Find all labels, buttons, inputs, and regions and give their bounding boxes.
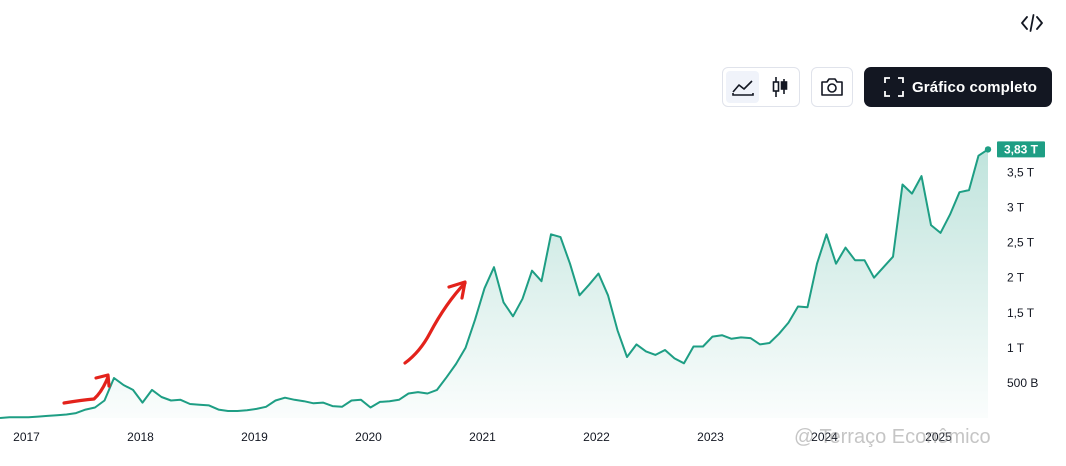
last-value-label: 3,83 T — [1004, 142, 1039, 156]
series-line — [0, 148, 989, 419]
x-tick-label: 2021 — [469, 430, 496, 444]
area-chart-icon — [731, 80, 754, 96]
x-tick-label: 2023 — [697, 430, 724, 444]
x-tick-label: 2025 — [925, 430, 952, 444]
candlestick-chart-button[interactable] — [763, 71, 796, 103]
y-tick-label: 2 T — [1007, 271, 1025, 285]
expand-icon — [884, 77, 904, 97]
annotation-arrowhead-2017 — [94, 373, 111, 388]
snapshot-button[interactable] — [811, 67, 853, 107]
y-tick-label: 1,5 T — [1007, 306, 1035, 320]
last-value-badge — [997, 141, 1045, 158]
y-tick-label: 3 T — [1007, 201, 1025, 215]
x-tick-label: 2018 — [127, 430, 154, 444]
full-chart-button[interactable]: Gráfico completo — [864, 67, 1052, 107]
annotation-arrow-2020 — [403, 281, 467, 365]
annotation-arrowhead-2020 — [447, 280, 467, 300]
x-tick-label: 2022 — [583, 430, 610, 444]
last-point-marker — [984, 146, 992, 153]
series-area — [0, 149, 988, 418]
watermark: @ Terraço Econômico — [794, 426, 991, 448]
x-tick-label: 2024 — [811, 430, 838, 444]
candlestick-icon — [772, 77, 787, 97]
x-tick-label: 2017 — [13, 430, 40, 444]
y-tick-label: 1 T — [1007, 341, 1025, 355]
x-tick-label: 2019 — [241, 430, 268, 444]
code-icon — [1021, 14, 1043, 32]
full-chart-label: Gráfico completo — [912, 78, 1037, 96]
y-tick-label: 2,5 T — [1007, 236, 1035, 250]
area-chart-button[interactable] — [726, 71, 759, 103]
camera-icon — [821, 78, 843, 96]
x-tick-label: 2020 — [355, 430, 382, 444]
annotation-arrow-2017 — [62, 375, 110, 405]
embed-code-button[interactable] — [1018, 10, 1046, 36]
y-tick-label: 3,5 T — [1007, 166, 1035, 180]
y-tick-label: 500 B — [1007, 376, 1038, 390]
chart-style-toggle — [722, 67, 800, 107]
annotation-arrows — [62, 280, 467, 405]
